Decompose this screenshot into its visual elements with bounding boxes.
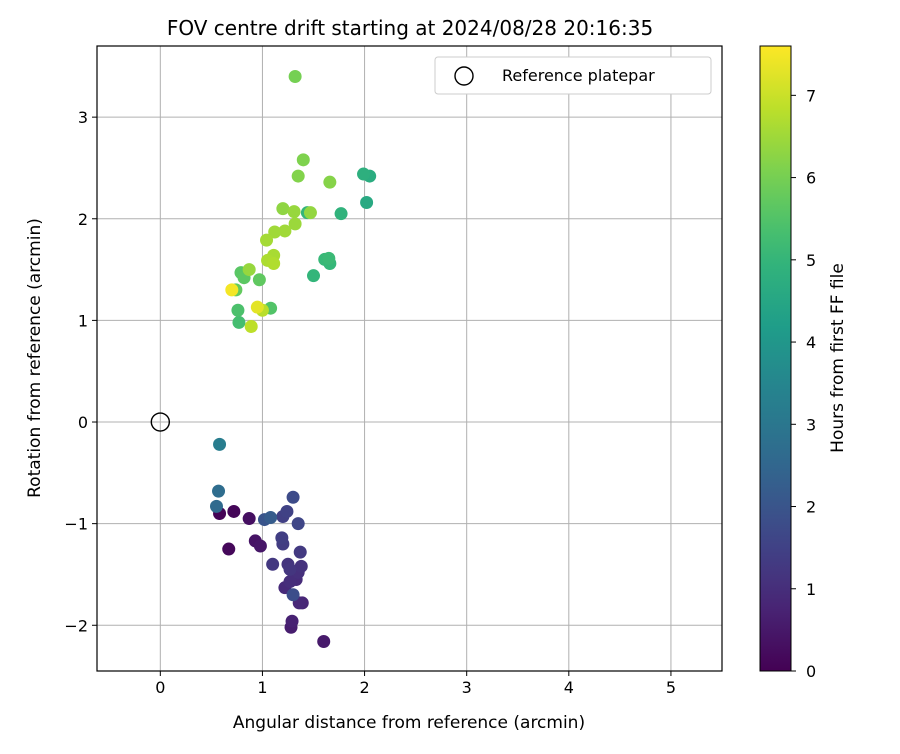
data-points [209,69,377,649]
data-point [286,588,300,602]
colorbar-tick-label: 2 [806,498,816,517]
data-point [280,504,294,518]
colorbar-gradient [759,45,792,672]
y-tick-label: −2 [64,616,88,635]
data-point [285,614,299,628]
plot-frame [96,45,723,672]
colorbar-label: Hours from first FF file [828,263,848,453]
data-point [317,635,331,649]
colorbar-tick-label: 4 [806,333,816,352]
colorbar-tick-label: 3 [806,415,816,434]
colorbar-tick-label: 5 [806,251,816,270]
data-point [252,273,266,287]
colorbar: 0 1 2 3 4 5 6 7 [759,45,816,681]
x-tick-label: 1 [257,678,267,697]
y-tick-label: −1 [64,515,88,534]
data-point [209,499,223,513]
legend: Reference platepar [434,56,712,95]
data-point [296,153,310,167]
data-point [278,224,292,238]
data-point [360,196,374,210]
data-point [244,319,258,333]
data-point [323,175,337,189]
data-point [288,217,302,231]
legend-box [434,56,712,95]
colorbar-tick-label: 0 [806,662,816,681]
x-tick-label: 3 [462,678,472,697]
data-point [266,557,280,571]
y-tick-label: 3 [78,108,88,127]
data-point [334,207,348,221]
data-point [231,303,245,317]
y-tick-label: 2 [78,210,88,229]
data-point [250,300,264,314]
legend-marker-reference [454,66,474,86]
grid [97,46,722,671]
data-point [253,539,267,553]
data-point [288,69,302,83]
data-point [275,531,289,545]
data-point [357,167,371,181]
data-point [227,504,241,518]
data-point [294,559,308,573]
colorbar-tick-label: 7 [806,86,816,105]
colorbar-tick-label: 1 [806,580,816,599]
x-axis: 0 1 2 3 4 5 [155,671,676,697]
data-point [242,263,256,277]
x-tick-label: 5 [666,678,676,697]
data-point [286,490,300,504]
data-point [283,575,297,589]
y-tick-label: 1 [78,311,88,330]
y-axis: −2 −1 0 1 2 3 [64,108,97,635]
data-point [260,233,274,247]
x-axis-label: Angular distance from reference (arcmin) [233,713,585,733]
data-point [283,562,297,576]
data-point [307,269,321,283]
data-point [293,545,307,559]
data-point [213,437,227,451]
data-point [291,517,305,531]
x-tick-label: 0 [155,678,165,697]
data-point [212,484,226,498]
y-axis-label: Rotation from reference (arcmin) [25,218,45,498]
data-point [242,512,256,526]
reference-platepar-point [150,412,171,432]
data-point [276,202,290,216]
data-point [267,256,281,270]
data-point [264,511,278,525]
y-tick-label: 0 [78,413,88,432]
data-point [225,283,239,297]
data-point [303,206,317,220]
data-point [322,251,336,265]
legend-label-reference: Reference platepar [502,66,655,85]
x-tick-label: 2 [359,678,369,697]
chart-title: FOV centre drift starting at 2024/08/28 … [167,16,653,40]
data-point [291,169,305,183]
colorbar-tick-label: 6 [806,169,816,188]
data-point [268,225,282,239]
data-point [222,542,236,556]
x-tick-label: 4 [564,678,574,697]
data-point [287,205,301,219]
data-point [232,315,246,329]
